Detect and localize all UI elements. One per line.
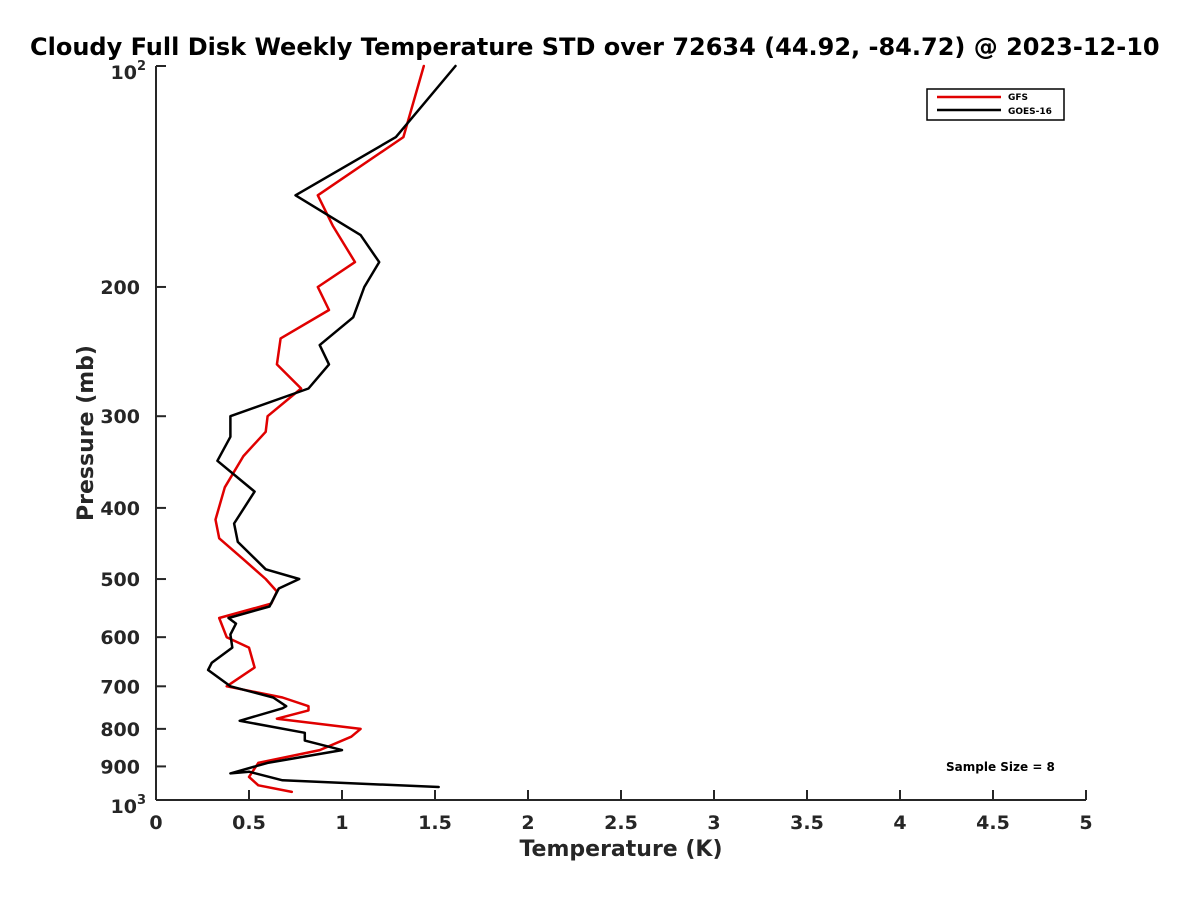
x-tick-label: 0.5 xyxy=(232,812,266,834)
x-tick-label: 3.5 xyxy=(790,812,824,834)
chart-title: Cloudy Full Disk Weekly Temperature STD … xyxy=(30,33,1160,61)
x-axis-title: Temperature (K) xyxy=(519,837,722,862)
y-tick-label: 700 xyxy=(100,676,140,698)
y-axis-ticks: 102 200 300 400 500 600 700 800 900 103 xyxy=(100,59,166,818)
x-axis-ticks: 0 0.5 1 1.5 2 2.5 3 3.5 4 4.5 5 xyxy=(149,790,1093,834)
x-tick-label: 3 xyxy=(707,812,720,834)
y-tick-label: 900 xyxy=(100,756,140,778)
x-tick-label: 5 xyxy=(1079,812,1092,834)
y-tick-label: 200 xyxy=(100,277,140,299)
legend-label-gfs: GFS xyxy=(1008,93,1028,103)
x-tick-label: 0 xyxy=(149,812,162,834)
y-tick-label: 500 xyxy=(100,569,140,591)
series-line-gfs xyxy=(214,64,426,794)
legend: GFS GOES-16 xyxy=(926,88,1065,121)
x-tick-label: 4.5 xyxy=(976,812,1010,834)
x-tick-label: 1.5 xyxy=(418,812,452,834)
y-tick-label: 103 xyxy=(111,793,147,818)
y-axis-title: Pressure (mb) xyxy=(74,345,99,521)
x-tick-label: 2 xyxy=(521,812,534,834)
y-tick-label: 800 xyxy=(100,719,140,741)
series-line-goes-16 xyxy=(206,64,457,789)
y-tick-label: 600 xyxy=(100,627,140,649)
plot-lines xyxy=(206,64,457,794)
x-tick-label: 4 xyxy=(893,812,906,834)
legend-label-goes16: GOES-16 xyxy=(1008,107,1052,117)
sample-size-annotation: Sample Size = 8 xyxy=(946,760,1055,774)
x-tick-label: 1 xyxy=(335,812,348,834)
y-tick-label: 400 xyxy=(100,498,140,520)
y-tick-label: 102 xyxy=(111,59,147,84)
y-tick-label: 300 xyxy=(100,406,140,428)
x-tick-label: 2.5 xyxy=(604,812,638,834)
legend-box xyxy=(926,88,1065,121)
